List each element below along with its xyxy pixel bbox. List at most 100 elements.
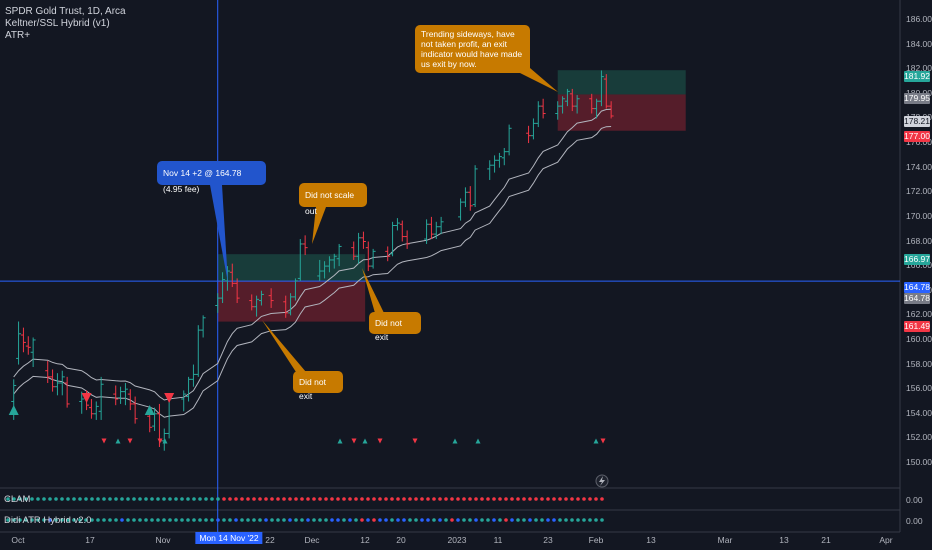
ohlc-bar <box>152 407 158 432</box>
indicator-keltner-label[interactable]: Keltner/SSL Hybrid (v1) <box>5 18 110 29</box>
didi-dot <box>300 518 304 522</box>
clam-dot <box>594 497 598 501</box>
clam-dot <box>252 497 256 501</box>
ohlc-bar <box>351 241 357 260</box>
did-not-exit-note-1[interactable]: Did not exit <box>369 312 421 342</box>
didi-dot <box>516 518 520 522</box>
did-not-exit-note-2[interactable]: Did not exit <box>293 371 343 401</box>
ohlc-bar <box>93 401 99 420</box>
clam-dot <box>516 497 520 501</box>
didi-dot <box>48 518 52 522</box>
ohlc-bar <box>526 125 532 144</box>
clam-dot <box>288 497 292 501</box>
didi-dot <box>480 518 484 522</box>
didi-dot <box>558 518 562 522</box>
clam-dot <box>300 497 304 501</box>
clam-dot <box>204 497 208 501</box>
clam-dot <box>246 497 250 501</box>
clam-dot <box>444 497 448 501</box>
clam-dot <box>102 497 106 501</box>
ohlc-bar <box>467 186 473 211</box>
ohlc-bar <box>370 248 376 269</box>
mini-signal-marker <box>115 438 121 444</box>
clam-dot <box>132 497 136 501</box>
x-tick-label: Oct <box>11 535 25 545</box>
didi-dot <box>186 518 190 522</box>
x-tick-label: 23 <box>543 535 553 545</box>
ohlc-bar <box>45 360 51 384</box>
clam-dot <box>396 497 400 501</box>
x-tick-label: 2023 <box>447 535 467 545</box>
chart-title[interactable]: SPDR Gold Trust, 1D, Arca <box>5 6 126 17</box>
ohlc-bar <box>98 376 104 420</box>
ohlc-bar <box>560 96 566 114</box>
clam-dot <box>414 497 418 501</box>
keltner-lower-line <box>13 126 612 418</box>
didi-dot <box>372 518 376 522</box>
clam-dot <box>552 497 556 501</box>
y-tick-label: 172.00 <box>906 186 932 197</box>
clam-dot <box>384 497 388 501</box>
entry-note[interactable]: Nov 14 +2 @ 164.78 (4.95 fee) <box>157 161 266 194</box>
mini-signal-marker <box>452 438 458 444</box>
buy-signal-triangle <box>8 405 19 415</box>
didi-dot <box>348 518 352 522</box>
clam-dot <box>96 497 100 501</box>
didi-dot <box>84 518 88 522</box>
ohlc-bar <box>200 315 206 338</box>
y-tick-label: 166.00 <box>906 260 932 271</box>
keltner-upper-line <box>13 108 612 401</box>
clam-dot <box>222 497 226 501</box>
trending-sideways-note[interactable]: Trending sideways, have not taken profit… <box>415 25 530 73</box>
indicator-atr-label[interactable]: ATR+ <box>5 30 31 41</box>
ohlc-bar <box>496 152 502 168</box>
didi-dot <box>30 518 34 522</box>
y-tick-label: 152.00 <box>906 432 932 443</box>
didi-dot <box>498 518 502 522</box>
ohlc-bar <box>88 399 94 419</box>
price-tag: 161.49 <box>904 321 930 332</box>
ohlc-bar <box>322 261 328 279</box>
didi-dot <box>12 518 16 522</box>
ohlc-bar <box>50 369 56 392</box>
clam-dot <box>576 497 580 501</box>
did-not-scale-out-note[interactable]: Did not scale out <box>299 183 367 216</box>
profit-zone-1 <box>557 70 686 95</box>
ohlc-bar <box>302 235 308 256</box>
clam-dot <box>234 497 238 501</box>
ohlc-bar <box>297 239 303 281</box>
exit-note-2-pointer <box>262 320 306 372</box>
lightning-glyph-icon <box>599 476 605 486</box>
clam-dot <box>174 497 178 501</box>
didi-dot <box>552 518 556 522</box>
ohlc-bar <box>472 165 478 208</box>
sideways-note-pointer <box>520 68 558 92</box>
didi-dot <box>108 518 112 522</box>
didi-dot <box>360 518 364 522</box>
ohlc-bar <box>292 278 298 301</box>
clam-dot <box>480 497 484 501</box>
mini-signal-marker <box>412 438 418 444</box>
ohlc-bar <box>555 101 561 120</box>
didi-dot <box>492 518 496 522</box>
didi-dot <box>510 518 514 522</box>
ohlc-bar <box>569 88 575 112</box>
didi-dot <box>36 518 40 522</box>
clam-dot <box>78 497 82 501</box>
y-tick-label: 184.00 <box>906 38 932 49</box>
clam-dot <box>162 497 166 501</box>
ohlc-bar <box>258 290 264 306</box>
didi-dot <box>72 518 76 522</box>
ohlc-bar <box>356 232 362 264</box>
didi-dot <box>42 518 46 522</box>
didi-pane-label[interactable]: Didi ATR Hybrid v2.0 <box>4 515 92 526</box>
didi-dot <box>462 518 466 522</box>
clam-dot <box>210 497 214 501</box>
clam-dot <box>528 497 532 501</box>
ohlc-bar <box>234 278 240 304</box>
didi-dot <box>306 518 310 522</box>
mini-signal-marker <box>127 438 133 444</box>
didi-dot <box>444 518 448 522</box>
clam-pane-label[interactable]: CLAM <box>4 494 31 505</box>
